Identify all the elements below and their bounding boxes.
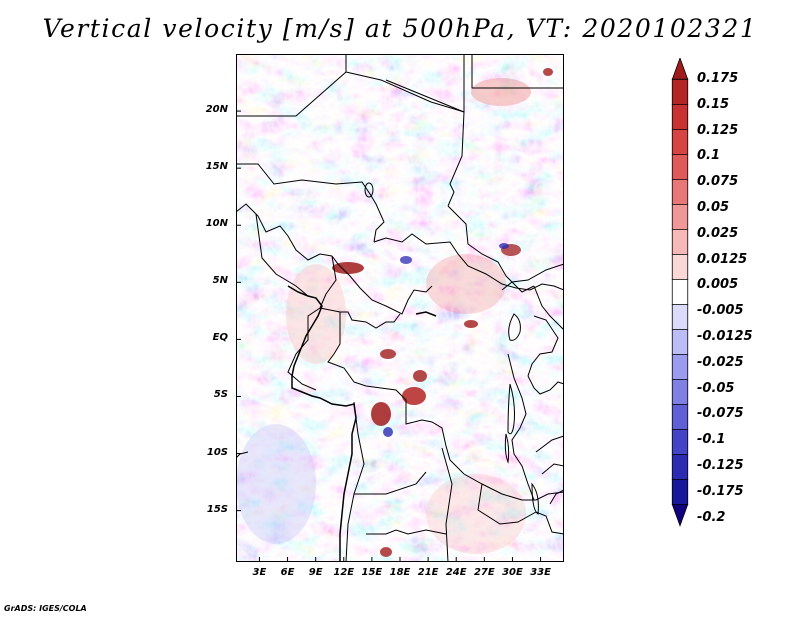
velocity-fine-texture [236, 54, 564, 562]
colorbar-label-neg005: -0.05 [697, 380, 735, 396]
colorbar-box [671, 78, 689, 105]
lakes [364, 182, 539, 515]
country-borders [236, 54, 564, 562]
lon-label-3e: 3E [252, 567, 267, 578]
colorbar-label-01: 0.1 [697, 148, 721, 164]
colorbar-label-neg0005: -0.005 [697, 303, 744, 319]
colorbar-boxes [671, 58, 689, 527]
colorbar-box [671, 353, 689, 380]
lon-label-9e: 9E [308, 567, 323, 578]
colorbar-box [671, 278, 689, 305]
colorbar-label-0175: 0.175 [697, 71, 739, 86]
lat-label-10s: 10S [206, 446, 228, 458]
colorbar-box [671, 403, 689, 430]
velocity-field-map [236, 54, 564, 562]
colorbar-label-005: 0.05 [697, 200, 730, 215]
colorbar-box [671, 303, 689, 330]
colorbar-box [671, 328, 689, 355]
colorbar-box [671, 454, 689, 480]
colorbar-box [671, 479, 689, 505]
lat-label-10n: 10N [205, 218, 228, 230]
colorbar-box [671, 128, 689, 155]
lat-label-5s: 5S [213, 389, 228, 401]
colorbar-label-neg01: -0.1 [697, 432, 726, 448]
lon-label-6e: 6E [280, 567, 295, 578]
lat-label-eq: EQ [212, 332, 228, 344]
colorbar-label-015: 0.15 [697, 96, 730, 112]
colorbar-box [671, 429, 689, 455]
colorbar-label-0025: 0.025 [697, 225, 739, 241]
colorbar-label-00125: 0.0125 [697, 251, 748, 267]
colorbar-label-0005: 0.005 [697, 277, 739, 293]
colorbar [671, 58, 689, 527]
colorbar-label-neg02: -0.2 [697, 509, 726, 525]
colorbar-box [671, 178, 689, 205]
lat-label-15s: 15S [206, 503, 228, 515]
colorbar-bottom-triangle [671, 504, 689, 527]
colorbar-label-neg0125: -0.125 [697, 458, 744, 473]
grads-credit: GrADS: IGES/COLA [4, 604, 87, 613]
colorbar-label-0075: 0.075 [697, 174, 739, 190]
coastline [287, 285, 437, 562]
lon-label-21e: 21E [417, 567, 439, 578]
lon-label-24e: 24E [445, 567, 467, 578]
colorbar-label-neg0025: -0.025 [697, 354, 744, 370]
lon-label-15e: 15E [361, 567, 383, 578]
lon-label-12e: 12E [333, 567, 355, 578]
map-axis-ticks [236, 110, 542, 562]
lat-label-20n: 20N [205, 104, 228, 116]
colorbar-box [671, 378, 689, 405]
colorbar-top-triangle [671, 58, 689, 80]
colorbar-box [671, 203, 689, 230]
colorbar-label-neg00125: -0.0125 [697, 329, 753, 344]
colorbar-label-neg0175: -0.175 [697, 483, 744, 499]
lat-label-15n: 15N [205, 161, 228, 173]
lon-label-30e: 30E [502, 567, 523, 578]
chart-title: Vertical velocity [m/s] at 500hPa, VT: 2… [42, 14, 758, 43]
colorbar-box [671, 253, 689, 280]
colorbar-box [671, 228, 689, 255]
colorbar-label-0125: 0.125 [697, 122, 739, 138]
map-panel [236, 54, 564, 562]
colorbar-box [671, 153, 689, 180]
lon-label-33e: 33E [530, 567, 551, 578]
lon-label-18e: 18E [389, 567, 411, 578]
lat-label-5n: 5N [212, 275, 228, 287]
lon-label-27e: 27E [473, 567, 495, 578]
colorbar-label-neg0075: -0.075 [697, 406, 744, 422]
colorbar-box [671, 103, 689, 130]
